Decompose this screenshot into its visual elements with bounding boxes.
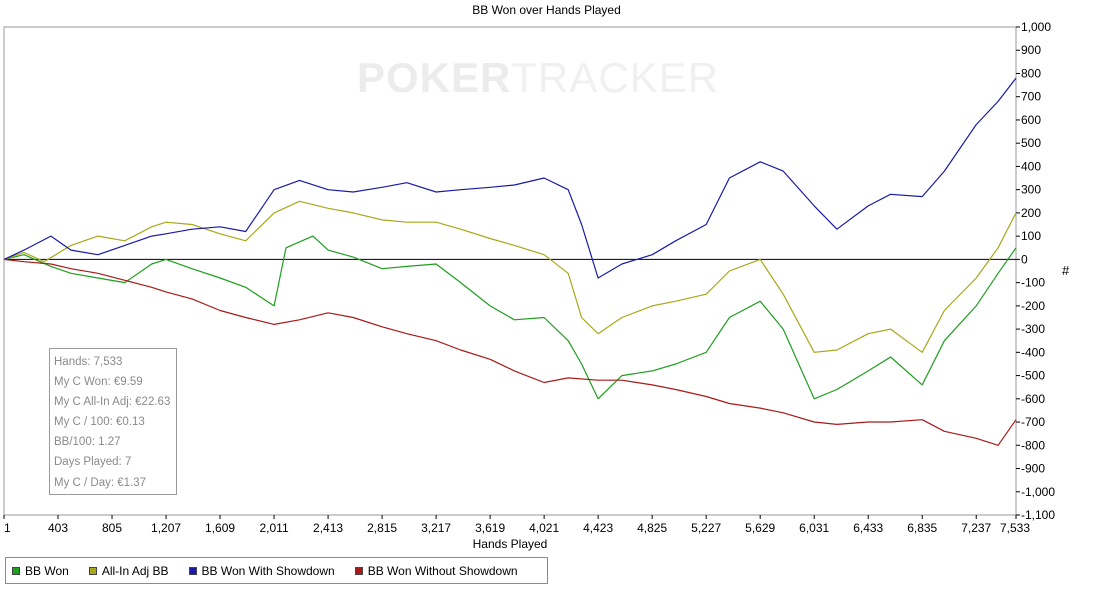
y-tick-label: 900 [1021,43,1041,57]
y-tick-label: 700 [1021,90,1041,104]
y-tick-label: 500 [1021,136,1041,150]
legend-item-bb-won-with-showdown[interactable]: BB Won With Showdown [188,563,335,578]
x-tick-label: 3,619 [475,521,505,535]
x-tick-label: 4,021 [529,521,559,535]
y-axis: 1,000 900 800 700 600 500 400 300 200 100 0 -100 -20… [1016,20,1055,522]
stat-my-c-per-day: My C / Day: €1.37 [54,476,147,489]
y-tick-label: 800 [1021,66,1041,80]
x-tick-label: 805 [102,521,122,535]
x-tick-label: 2,011 [259,521,288,535]
series-line-bb-won [3,235,1017,400]
legend-label: All-In Adj BB [101,563,169,578]
x-tick-label: 7,237 [961,521,991,535]
y-tick-label: -1,100 [1021,508,1055,522]
x-tick-label: 4,825 [637,521,667,535]
y-axis-label: # [1062,263,1070,278]
y-tick-label: 600 [1021,113,1041,127]
stats-box: Hands: 7,533 My C Won: €9.59 My C All-In… [49,348,177,495]
x-tick-label: 3,217 [421,521,451,535]
y-tick-label: -700 [1021,415,1045,429]
legend-item-allin-adj-bb[interactable]: All-In Adj BB [88,563,169,578]
legend-item-bb-won-without-showdown[interactable]: BB Won Without Showdown [354,563,518,578]
series-lines [3,77,1017,446]
x-tick-label: 2,413 [313,521,343,535]
legend: BB Won All-In Adj BB BB Won With Showdow… [5,557,548,584]
stat-bb-per-100: BB/100: 1.27 [54,436,121,449]
x-tick-label: 1,207 [151,521,181,535]
legend-swatch [354,566,363,575]
stat-hands: Hands: 7,533 [54,356,123,368]
y-tick-label: 200 [1021,206,1041,220]
y-tick-label: 100 [1021,229,1041,243]
x-tick-label: 4,423 [583,521,613,535]
legend-swatch [12,566,20,575]
chart-title: BB Won over Hands Played [472,3,621,17]
x-axis-label: Hands Played [472,537,548,551]
x-axis: 1 403 805 1,207 1,609 2,011 2,413 2,815 3,217 3,6… [3,515,1030,535]
series-line-bb-won-without-showdown [3,258,1017,446]
y-tick-label: -300 [1021,322,1045,336]
y-tick-label: -900 [1021,462,1045,476]
series-line-bb-won-with-showdown [3,77,1017,279]
x-tick-label: 6,031 [799,521,829,535]
y-tick-label: 300 [1021,183,1041,197]
legend-swatch [88,566,97,575]
x-tick-label: 6,835 [907,521,937,535]
y-tick-label: 1,000 [1021,20,1051,34]
y-tick-label: 0 [1021,252,1028,266]
y-tick-label: -200 [1021,299,1045,313]
legend-label: BB Won With Showdown [201,563,335,578]
x-tick-label: 7,533 [1000,521,1030,535]
x-tick-label: 5,629 [745,521,775,535]
y-tick-label: 400 [1021,159,1041,173]
stat-my-c-allin-adj: My C All-In Adj: €22.63 [54,396,171,409]
stat-my-c-per-100: My C / 100: €0.13 [54,416,145,429]
series-line-all-in-adj-bb [3,200,1017,353]
x-tick-label: 6,433 [853,521,883,535]
y-tick-label: -400 [1021,345,1045,359]
legend-label: BB Won [25,563,69,578]
stat-days-played: Days Played: 7 [54,456,132,469]
y-tick-label: -1,000 [1021,485,1055,499]
x-tick-label: 5,227 [691,521,721,535]
x-tick-label: 1 [4,521,11,535]
x-tick-label: 1,609 [205,521,235,535]
legend-swatch [188,566,197,575]
legend-label: BB Won Without Showdown [367,563,518,578]
y-tick-label: -100 [1021,276,1045,290]
x-tick-label: 2,815 [367,521,397,535]
y-tick-label: -800 [1021,438,1045,452]
y-tick-label: -500 [1021,369,1045,383]
y-tick-label: -600 [1021,392,1045,406]
pokertracker-watermark: POKERTRACKER [357,54,720,101]
x-tick-label: 403 [48,521,68,535]
legend-item-bb-won[interactable]: BB Won [12,564,69,578]
stat-my-c-won: My C Won: €9.59 [54,376,143,389]
